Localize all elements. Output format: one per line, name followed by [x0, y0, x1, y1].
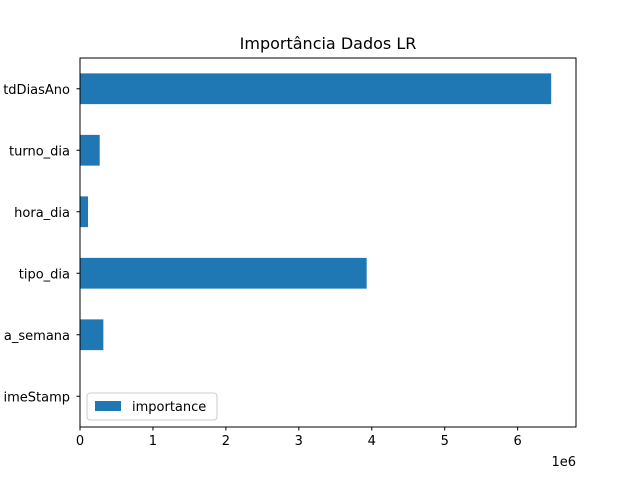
x-tick-label-5: 5 [441, 434, 449, 449]
legend: importance [86, 392, 218, 421]
y-tick-label-QtdDiasAno: tdDiasAno [3, 83, 70, 98]
bar-tipo_dia [80, 257, 367, 289]
bar-QtdDiasAno [80, 73, 552, 105]
bars-group [80, 73, 552, 351]
bar-hora_dia [80, 196, 89, 228]
bar-turno_dia [80, 134, 100, 166]
x-tick-label-6: 6 [514, 434, 522, 449]
legend-box [86, 392, 218, 421]
y-tick-label-tipo_dia: tipo_dia [19, 267, 70, 282]
x-tick-label-4: 4 [368, 434, 376, 449]
legend-label: importance [132, 400, 206, 415]
x-tick-label-1: 1 [149, 434, 157, 449]
y-tick-label-turno_dia: turno_dia [9, 144, 70, 159]
x-scale-label: 1e6 [551, 455, 576, 470]
y-tick-label-timeStamp: imeStamp [3, 390, 70, 405]
bar-dia_semana [80, 319, 104, 351]
y-tick-label-dia_semana: a_semana [4, 329, 70, 344]
x-axis: 0 1 2 3 4 5 6 [76, 427, 522, 449]
plot-frame [79, 57, 577, 428]
x-tick-label-3: 3 [295, 434, 303, 449]
x-tick-label-0: 0 [76, 434, 84, 449]
legend-swatch [95, 401, 121, 411]
x-tick-label-2: 2 [222, 434, 230, 449]
chart-title: Importância Dados LR [240, 34, 417, 53]
y-axis: imeStamp a_semana tipo_dia hora_dia turno_di… [3, 83, 80, 405]
y-tick-label-hora_dia: hora_dia [14, 206, 70, 221]
